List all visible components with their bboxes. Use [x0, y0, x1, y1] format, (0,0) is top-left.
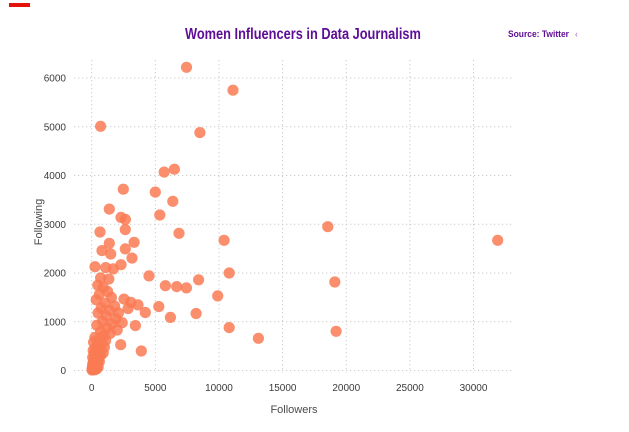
data-point[interactable]	[190, 307, 202, 320]
y-tick-label: 2000	[44, 269, 67, 280]
data-point[interactable]	[117, 183, 129, 195]
data-point[interactable]	[139, 306, 151, 319]
data-point[interactable]	[159, 280, 171, 292]
data-point[interactable]	[167, 195, 179, 207]
data-point[interactable]	[212, 290, 224, 302]
chart-title: Women Influencers in Data Journalism	[185, 26, 421, 43]
data-point[interactable]	[330, 325, 342, 337]
x-tick-label: 0	[89, 383, 95, 394]
x-tick-label: 30000	[460, 383, 488, 394]
x-tick-label: 10000	[205, 383, 233, 394]
data-point[interactable]	[168, 163, 180, 175]
x-axis-title: Followers	[270, 404, 318, 416]
source-trailing-mark: ‹	[574, 29, 578, 39]
corner-red-mark	[9, 3, 30, 7]
data-point[interactable]	[115, 339, 127, 351]
data-point[interactable]	[173, 227, 185, 239]
data-point[interactable]	[103, 273, 115, 285]
data-point[interactable]	[122, 303, 134, 315]
data-point[interactable]	[164, 311, 176, 323]
data-point[interactable]	[119, 243, 131, 255]
source-attribution: Source: Twitter ‹	[508, 29, 578, 39]
x-tick-label: 15000	[269, 383, 297, 394]
data-point[interactable]	[90, 294, 102, 306]
data-point[interactable]	[154, 209, 166, 221]
data-point[interactable]	[322, 221, 334, 233]
data-point[interactable]	[126, 252, 138, 264]
data-point[interactable]	[227, 84, 239, 96]
y-tick-label: 5000	[44, 122, 67, 133]
data-point[interactable]	[89, 261, 101, 273]
data-point[interactable]	[153, 301, 165, 313]
data-point[interactable]	[492, 234, 504, 246]
data-point[interactable]	[149, 186, 161, 198]
data-point[interactable]	[119, 213, 131, 225]
data-point[interactable]	[132, 299, 144, 311]
data-point[interactable]	[171, 281, 183, 293]
data-point[interactable]	[194, 127, 206, 139]
data-point[interactable]	[218, 234, 230, 246]
data-point[interactable]	[128, 236, 140, 248]
data-point[interactable]	[103, 237, 115, 249]
data-point[interactable]	[105, 248, 117, 260]
data-point[interactable]	[87, 361, 100, 373]
data-point[interactable]	[135, 345, 147, 357]
x-tick-label: 25000	[396, 383, 424, 394]
data-point[interactable]	[180, 61, 193, 73]
x-tick-label: 5000	[144, 383, 167, 394]
data-point[interactable]	[96, 245, 108, 257]
data-point[interactable]	[158, 166, 170, 178]
data-point[interactable]	[193, 274, 205, 286]
x-tick-label: 20000	[332, 383, 360, 394]
data-point[interactable]	[94, 226, 106, 238]
data-point[interactable]	[223, 322, 235, 334]
data-point[interactable]	[329, 276, 341, 288]
y-tick-label: 4000	[44, 171, 67, 182]
data-point[interactable]	[223, 267, 235, 279]
y-tick-label: 6000	[44, 74, 67, 85]
data-point[interactable]	[119, 224, 131, 236]
y-tick-label: 1000	[44, 317, 67, 328]
data-point[interactable]	[107, 263, 119, 275]
data-point[interactable]	[129, 320, 141, 332]
data-point[interactable]	[180, 282, 192, 294]
y-tick-label: 3000	[44, 220, 67, 231]
data-point[interactable]	[103, 203, 115, 215]
data-point[interactable]	[252, 332, 264, 344]
source-label: Source: Twitter	[508, 29, 569, 39]
y-tick-label: 0	[60, 366, 66, 377]
data-point[interactable]	[143, 270, 155, 282]
data-point[interactable]	[95, 120, 107, 132]
